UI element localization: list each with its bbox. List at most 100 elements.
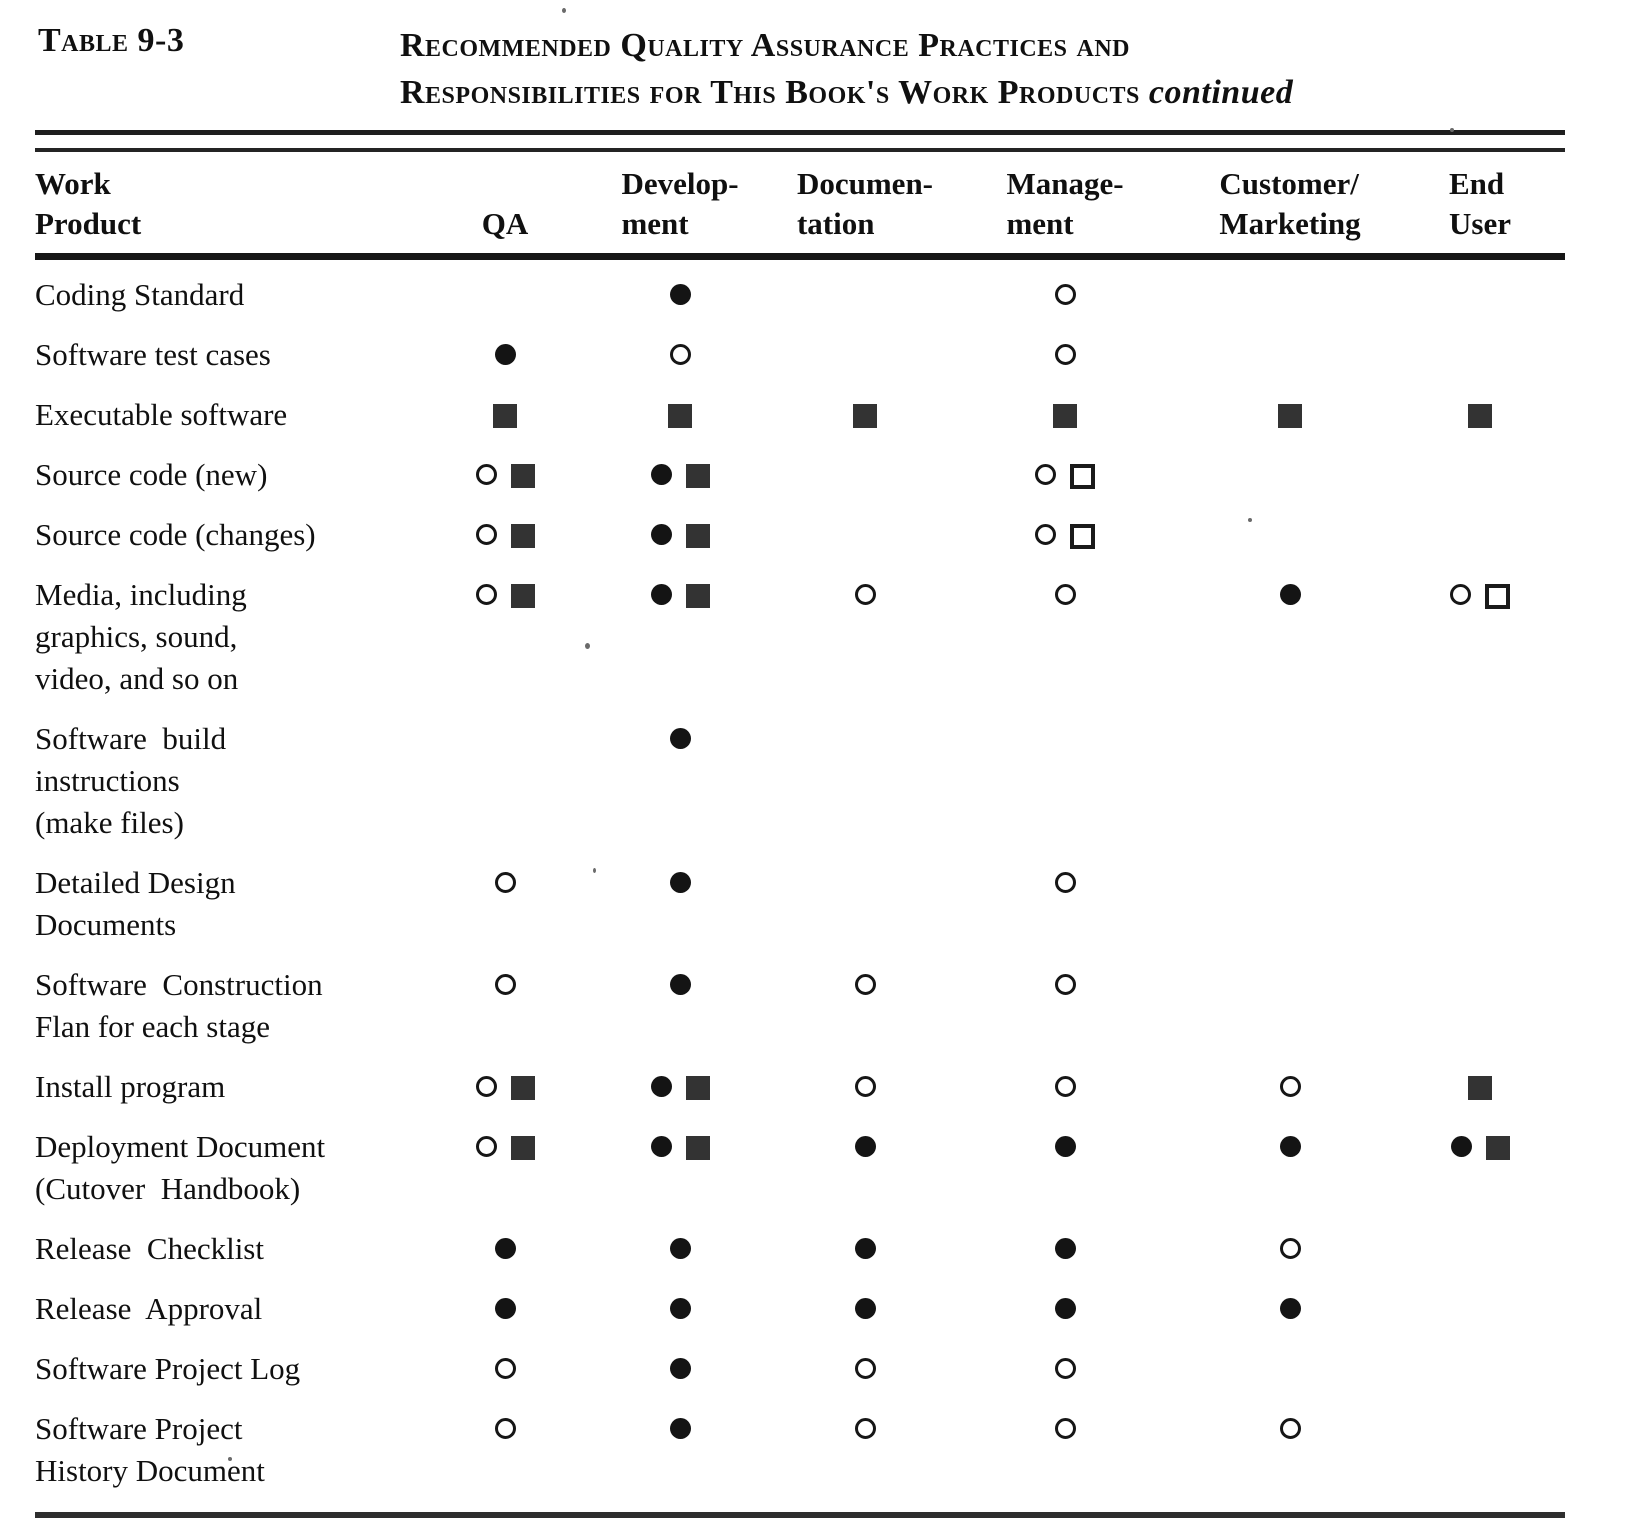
work-product-label: Deployment Document (Cutover Handbook) [35,1129,326,1206]
table-row: Media, including graphics, sound, video,… [35,574,1565,718]
column-header-label: Develop- ment [621,166,739,241]
filled-circle-marker [650,464,672,485]
column-header-work_product: Work Product [35,152,435,260]
filled-circle-marker [854,1136,876,1157]
cell-customer_marketing [1185,1288,1395,1348]
cell-documentation [785,1066,945,1126]
bottom-rule [35,1512,1565,1518]
cell-documentation [785,1408,945,1510]
column-header-documentation: Documen- tation [785,152,945,260]
cell-management [945,514,1185,574]
cell-development [575,257,785,335]
cell-qa [435,334,575,394]
table-row: Detailed Design Documents [35,862,1565,964]
table-number-label: Table 9-3 [38,22,185,59]
open-circle-marker [494,974,516,995]
work-product-label: Detailed Design Documents [35,865,236,942]
cell-development [575,1228,785,1288]
filled-square-marker [510,524,535,548]
cell-documentation [785,964,945,1066]
filled-square-marker [510,584,535,608]
cell-documentation [785,454,945,514]
cell-end_user [1395,1288,1565,1348]
cell-end_user [1395,574,1565,718]
cell-development [575,1066,785,1126]
open-circle-marker [854,1418,876,1439]
filled-square-marker [510,1076,535,1100]
filled-square-marker [685,464,710,488]
cell-customer_marketing [1185,964,1395,1066]
cell-documentation [785,257,945,335]
cell-management [945,394,1185,454]
scan-speck [1450,128,1454,132]
open-square-marker [1070,464,1095,489]
filled-square-marker [510,1136,535,1160]
filled-circle-marker [854,1238,876,1259]
cell-qa [435,574,575,718]
cell-development [575,394,785,454]
table-title-block: Table 9-3 Recommended Quality Assurance … [0,0,1642,116]
cell-end_user [1395,1126,1565,1228]
cell-development [575,574,785,718]
column-header-label: End User [1449,166,1511,241]
cell-customer_marketing [1185,1408,1395,1510]
cell-management [945,1066,1185,1126]
cell-customer_marketing [1185,257,1395,335]
cell-qa [435,1126,575,1228]
cell-customer_marketing [1185,1228,1395,1288]
open-circle-marker [1035,464,1056,485]
open-circle-marker [494,1358,516,1379]
cell-development [575,964,785,1066]
work-product-label: Software Project History Document [35,1411,265,1488]
column-header-end_user: End User [1395,152,1565,260]
table-row: Release Approval [35,1288,1565,1348]
cell-qa [435,1288,575,1348]
cell-management [945,454,1185,514]
cell-qa [435,964,575,1066]
cell-development [575,1348,785,1408]
open-circle-marker [1035,524,1056,545]
table-title-line2: Responsibilities for This Book's Work Pr… [400,74,1294,111]
work-product-label: Release Approval [35,1291,263,1326]
column-header-development: Develop- ment [575,152,785,260]
open-circle-marker [669,344,691,365]
cell-documentation [785,574,945,718]
cell-documentation [785,514,945,574]
cell-end_user [1395,334,1565,394]
work-product-label: Software test cases [35,337,271,372]
cell-documentation [785,862,945,964]
cell-end_user [1395,1348,1565,1408]
cell-end_user [1395,257,1565,335]
table-row: Software Project History Document [35,1408,1565,1510]
cell-management [945,1228,1185,1288]
cell-documentation [785,394,945,454]
filled-circle-marker [1279,1136,1301,1157]
filled-circle-marker [1054,1136,1076,1157]
cell-end_user [1395,454,1565,514]
filled-circle-marker [669,872,691,893]
table-row: Executable software [35,394,1565,454]
cell-qa [435,1066,575,1126]
column-header-management: Manage- ment [945,152,1185,260]
open-circle-marker [1054,344,1076,365]
cell-management [945,1126,1185,1228]
cell-management [945,1288,1185,1348]
cell-management [945,1348,1185,1408]
cell-customer_marketing [1185,574,1395,718]
cell-documentation [785,334,945,394]
filled-circle-marker [1054,1238,1076,1259]
table-row: Coding Standard [35,257,1565,335]
open-circle-marker [1054,1358,1076,1379]
cell-qa [435,394,575,454]
table-row: Software test cases [35,334,1565,394]
table-row: Software Construction Flan for each stag… [35,964,1565,1066]
cell-end_user [1395,1228,1565,1288]
filled-circle-marker [854,1298,876,1319]
table-row: Software build instructions (make files) [35,718,1565,862]
work-product-label: Media, including graphics, sound, video,… [35,577,247,696]
cell-customer_marketing [1185,394,1395,454]
filled-square-marker [1485,1136,1510,1160]
filled-circle-marker [669,974,691,995]
filled-square-marker [493,404,517,428]
scan-speck [228,1457,232,1461]
